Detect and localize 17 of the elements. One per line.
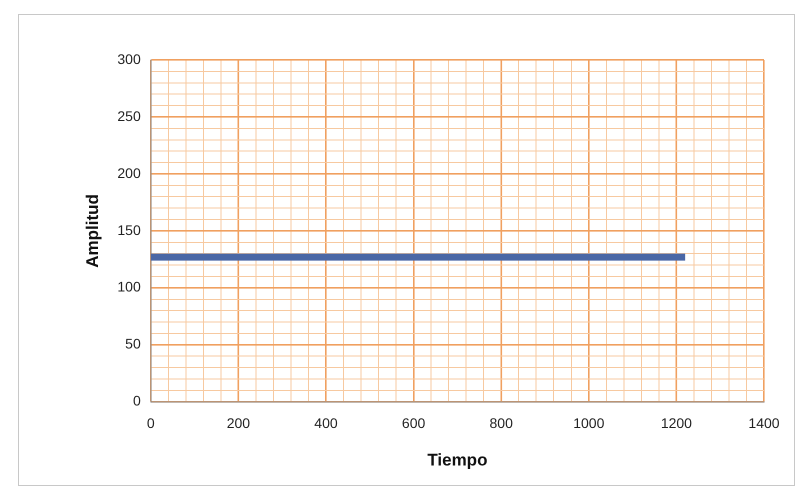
- x-tick-label: 1200: [660, 415, 692, 432]
- y-tick-label: 200: [117, 164, 141, 181]
- x-tick-label: 800: [490, 415, 514, 432]
- y-tick-label: 250: [117, 108, 141, 124]
- x-tick-label: 1400: [748, 415, 780, 432]
- y-axis-title: Amplitud: [82, 194, 102, 268]
- x-tick-label: 0: [146, 415, 155, 432]
- y-tick-label: 150: [117, 222, 141, 238]
- y-tick-label: 100: [117, 278, 141, 295]
- y-tick-label: 300: [117, 50, 141, 67]
- x-tick-label: 200: [226, 415, 250, 432]
- y-tick-label: 50: [125, 336, 141, 352]
- x-tick-label: 1000: [573, 415, 605, 432]
- y-tick-label: 0: [132, 392, 141, 409]
- x-tick-label: 400: [314, 415, 338, 432]
- x-axis-title: Tiempo: [427, 450, 488, 470]
- x-tick-label: 600: [402, 415, 426, 432]
